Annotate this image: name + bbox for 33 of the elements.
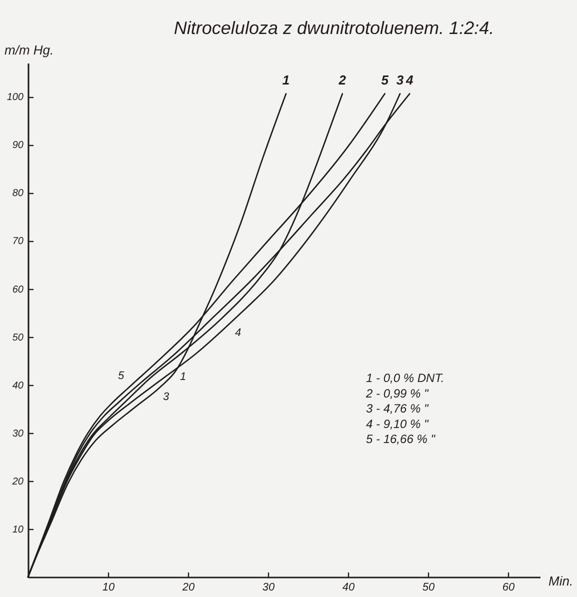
x-tick-label: 40 <box>342 582 356 594</box>
annotation: 5 <box>118 370 125 382</box>
y-tick-label: 50 <box>12 332 24 344</box>
y-tick-label: 90 <box>12 140 24 152</box>
annotation: 2 - 0,99 % " <box>365 386 430 400</box>
x-tick-label: 50 <box>422 582 436 594</box>
y-tick-label: 40 <box>12 380 24 392</box>
x-tick-label: 10 <box>102 582 116 594</box>
annotation: 4 <box>234 327 242 339</box>
annotation: 3 <box>162 391 170 403</box>
y-tick-label: 70 <box>12 236 24 248</box>
y-tick-label: 20 <box>11 476 24 488</box>
y-tick-label: 30 <box>12 428 24 440</box>
x-axis-title: Min. <box>548 574 574 588</box>
y-tick-label: 10 <box>12 524 24 536</box>
y-tick-label: 80 <box>12 188 24 200</box>
annotation: 4 - 9,10 % " <box>366 416 430 431</box>
annotation: 3 - 4,76 % " <box>366 402 430 416</box>
chart-title: Nitroceluloza z dwunitrotoluenem. 1:2:4. <box>174 18 494 38</box>
x-tick-label: 20 <box>181 582 196 594</box>
x-tick-label: 60 <box>502 582 516 594</box>
annotation: 1 <box>282 72 290 88</box>
series-label: 3 <box>396 72 404 88</box>
x-tick-label: 30 <box>262 582 276 594</box>
series-label: 4 <box>404 72 414 88</box>
y-axis-title: m/m Hg. <box>4 42 54 58</box>
y-tick-label: 60 <box>12 284 24 296</box>
annotation: 1 - 0,0 % DNT. <box>366 371 444 385</box>
series-label: 5 <box>381 72 390 88</box>
series-label: 2 <box>338 72 347 88</box>
annotation: 5 - 16,66 % " <box>366 432 436 446</box>
series-label: 1 <box>180 371 186 383</box>
y-tick-label: 100 <box>6 92 24 104</box>
